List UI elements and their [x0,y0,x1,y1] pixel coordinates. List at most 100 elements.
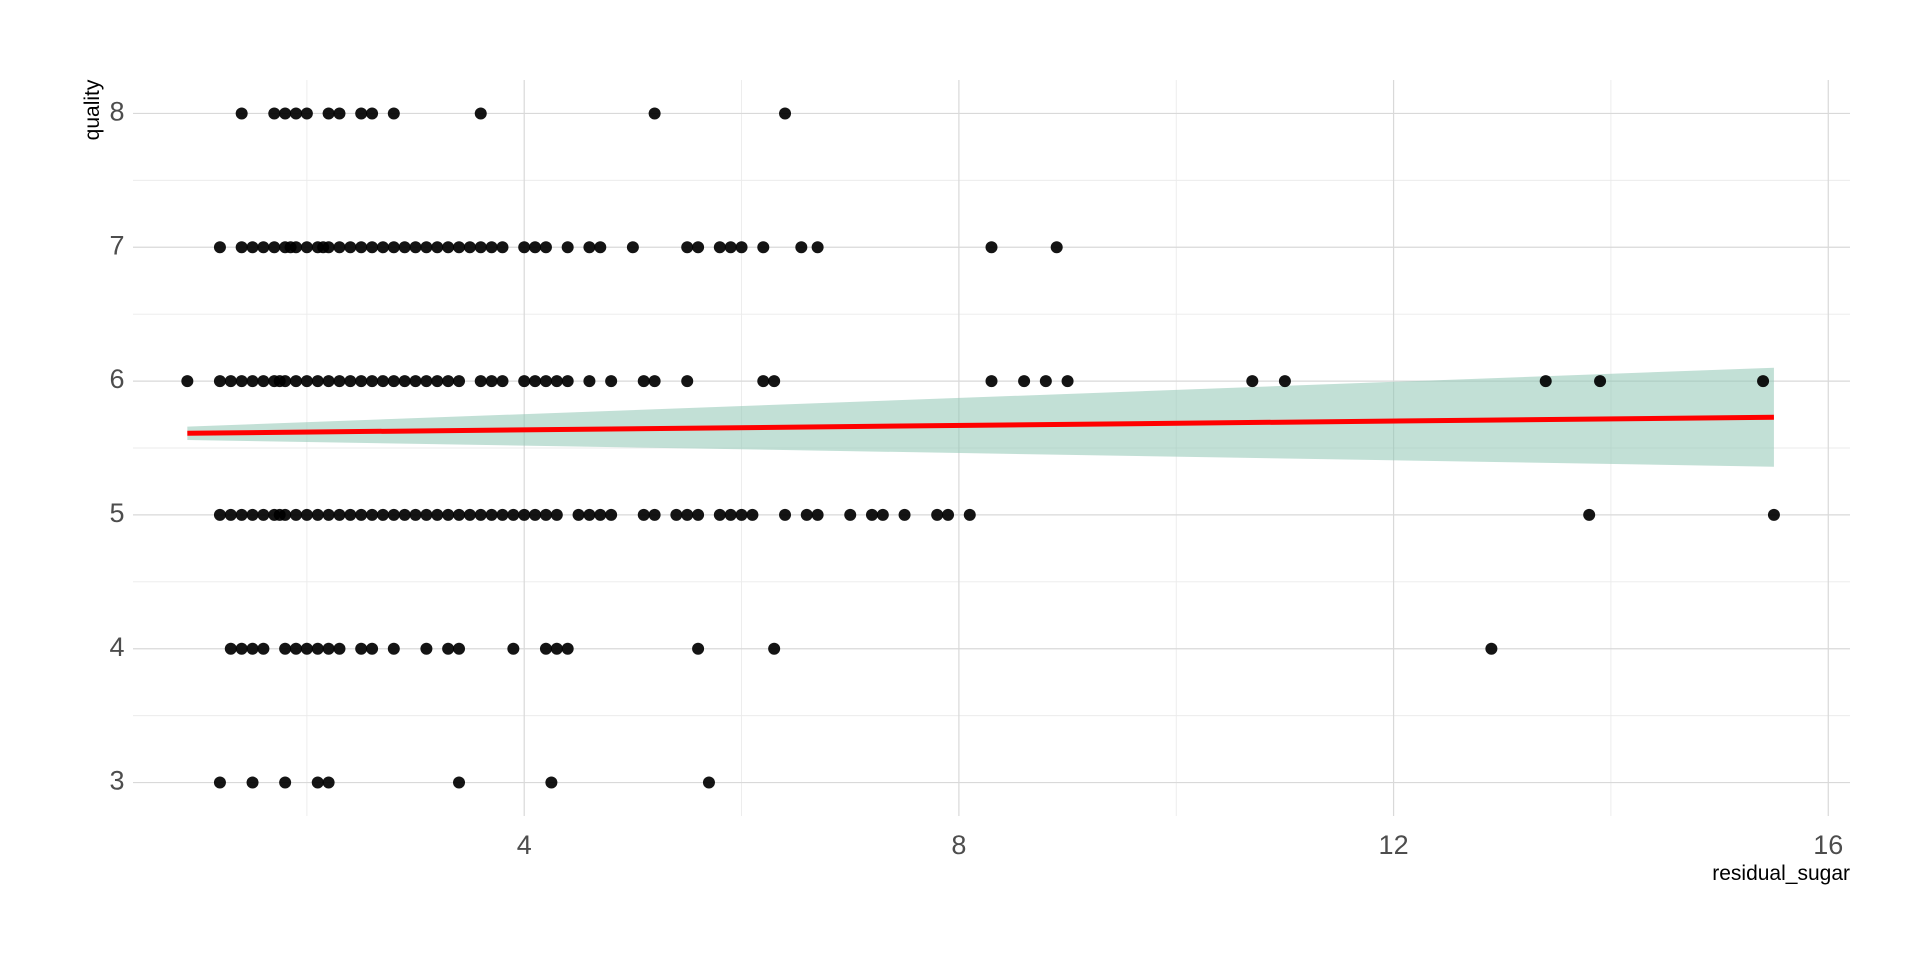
data-point [322,508,335,521]
data-point [1246,375,1259,388]
data-point [409,375,422,388]
data-point [637,508,650,521]
data-point [583,508,596,521]
data-point [387,375,400,388]
data-point [355,508,368,521]
data-point [224,508,237,521]
data-point [290,241,303,254]
data-point [583,375,596,388]
data-point [257,508,270,521]
data-point [420,241,433,254]
data-point [311,375,324,388]
data-point [322,107,335,120]
data-point [366,241,379,254]
data-point [442,241,455,254]
data-point [985,375,998,388]
data-point [333,107,346,120]
data-point [257,375,270,388]
data-point [539,375,552,388]
data-point [442,375,455,388]
data-point [1767,508,1780,521]
data-point [409,241,422,254]
data-point [539,241,552,254]
data-point [474,508,487,521]
data-point [387,241,400,254]
data-point [561,375,574,388]
data-point [648,508,661,521]
data-point [235,642,248,655]
data-point [453,241,466,254]
data-point [496,375,509,388]
y-tick-label: 4 [109,632,124,662]
points-layer [181,107,1780,789]
data-point [648,107,661,120]
data-point [1583,508,1596,521]
data-point [594,508,607,521]
data-point [376,375,389,388]
confidence-band [187,367,1774,467]
data-point [844,508,857,521]
data-point [355,642,368,655]
data-point [518,241,531,254]
data-point [213,776,226,789]
data-point [333,642,346,655]
data-point [496,241,509,254]
data-point [311,776,324,789]
data-point [279,642,292,655]
data-point [333,241,346,254]
data-point [453,776,466,789]
data-point [311,508,324,521]
data-point [279,375,292,388]
data-point [235,375,248,388]
data-point [779,508,792,521]
data-point [692,642,705,655]
data-point [431,375,444,388]
data-point [942,508,955,521]
data-point [529,241,542,254]
x-tick-label: 8 [951,830,966,860]
data-point [376,241,389,254]
data-point [648,375,661,388]
data-point [474,241,487,254]
data-point [453,642,466,655]
data-point [713,508,726,521]
data-point [626,241,639,254]
data-point [300,241,313,254]
data-point [300,107,313,120]
data-point [1061,375,1074,388]
data-point [279,508,292,521]
data-point [724,508,737,521]
data-point [279,776,292,789]
data-point [681,241,694,254]
data-point [355,107,368,120]
data-point [561,642,574,655]
y-tick-label: 8 [109,97,124,127]
data-point [670,508,683,521]
data-point [322,375,335,388]
data-point [279,107,292,120]
data-point [811,508,824,521]
data-point [702,776,715,789]
data-point [1050,241,1063,254]
data-point [800,508,813,521]
data-point [224,642,237,655]
data-point [366,508,379,521]
data-point [539,642,552,655]
data-point [865,508,878,521]
data-point [518,375,531,388]
data-point [300,375,313,388]
data-point [485,508,498,521]
data-point [779,107,792,120]
data-point [213,241,226,254]
data-point [474,107,487,120]
data-point [583,241,596,254]
data-point [235,107,248,120]
data-point [545,776,558,789]
data-point [420,375,433,388]
y-tick-label: 5 [109,498,124,528]
data-point [453,375,466,388]
data-point [550,642,563,655]
data-point [290,508,303,521]
regression-line [187,414,1774,436]
